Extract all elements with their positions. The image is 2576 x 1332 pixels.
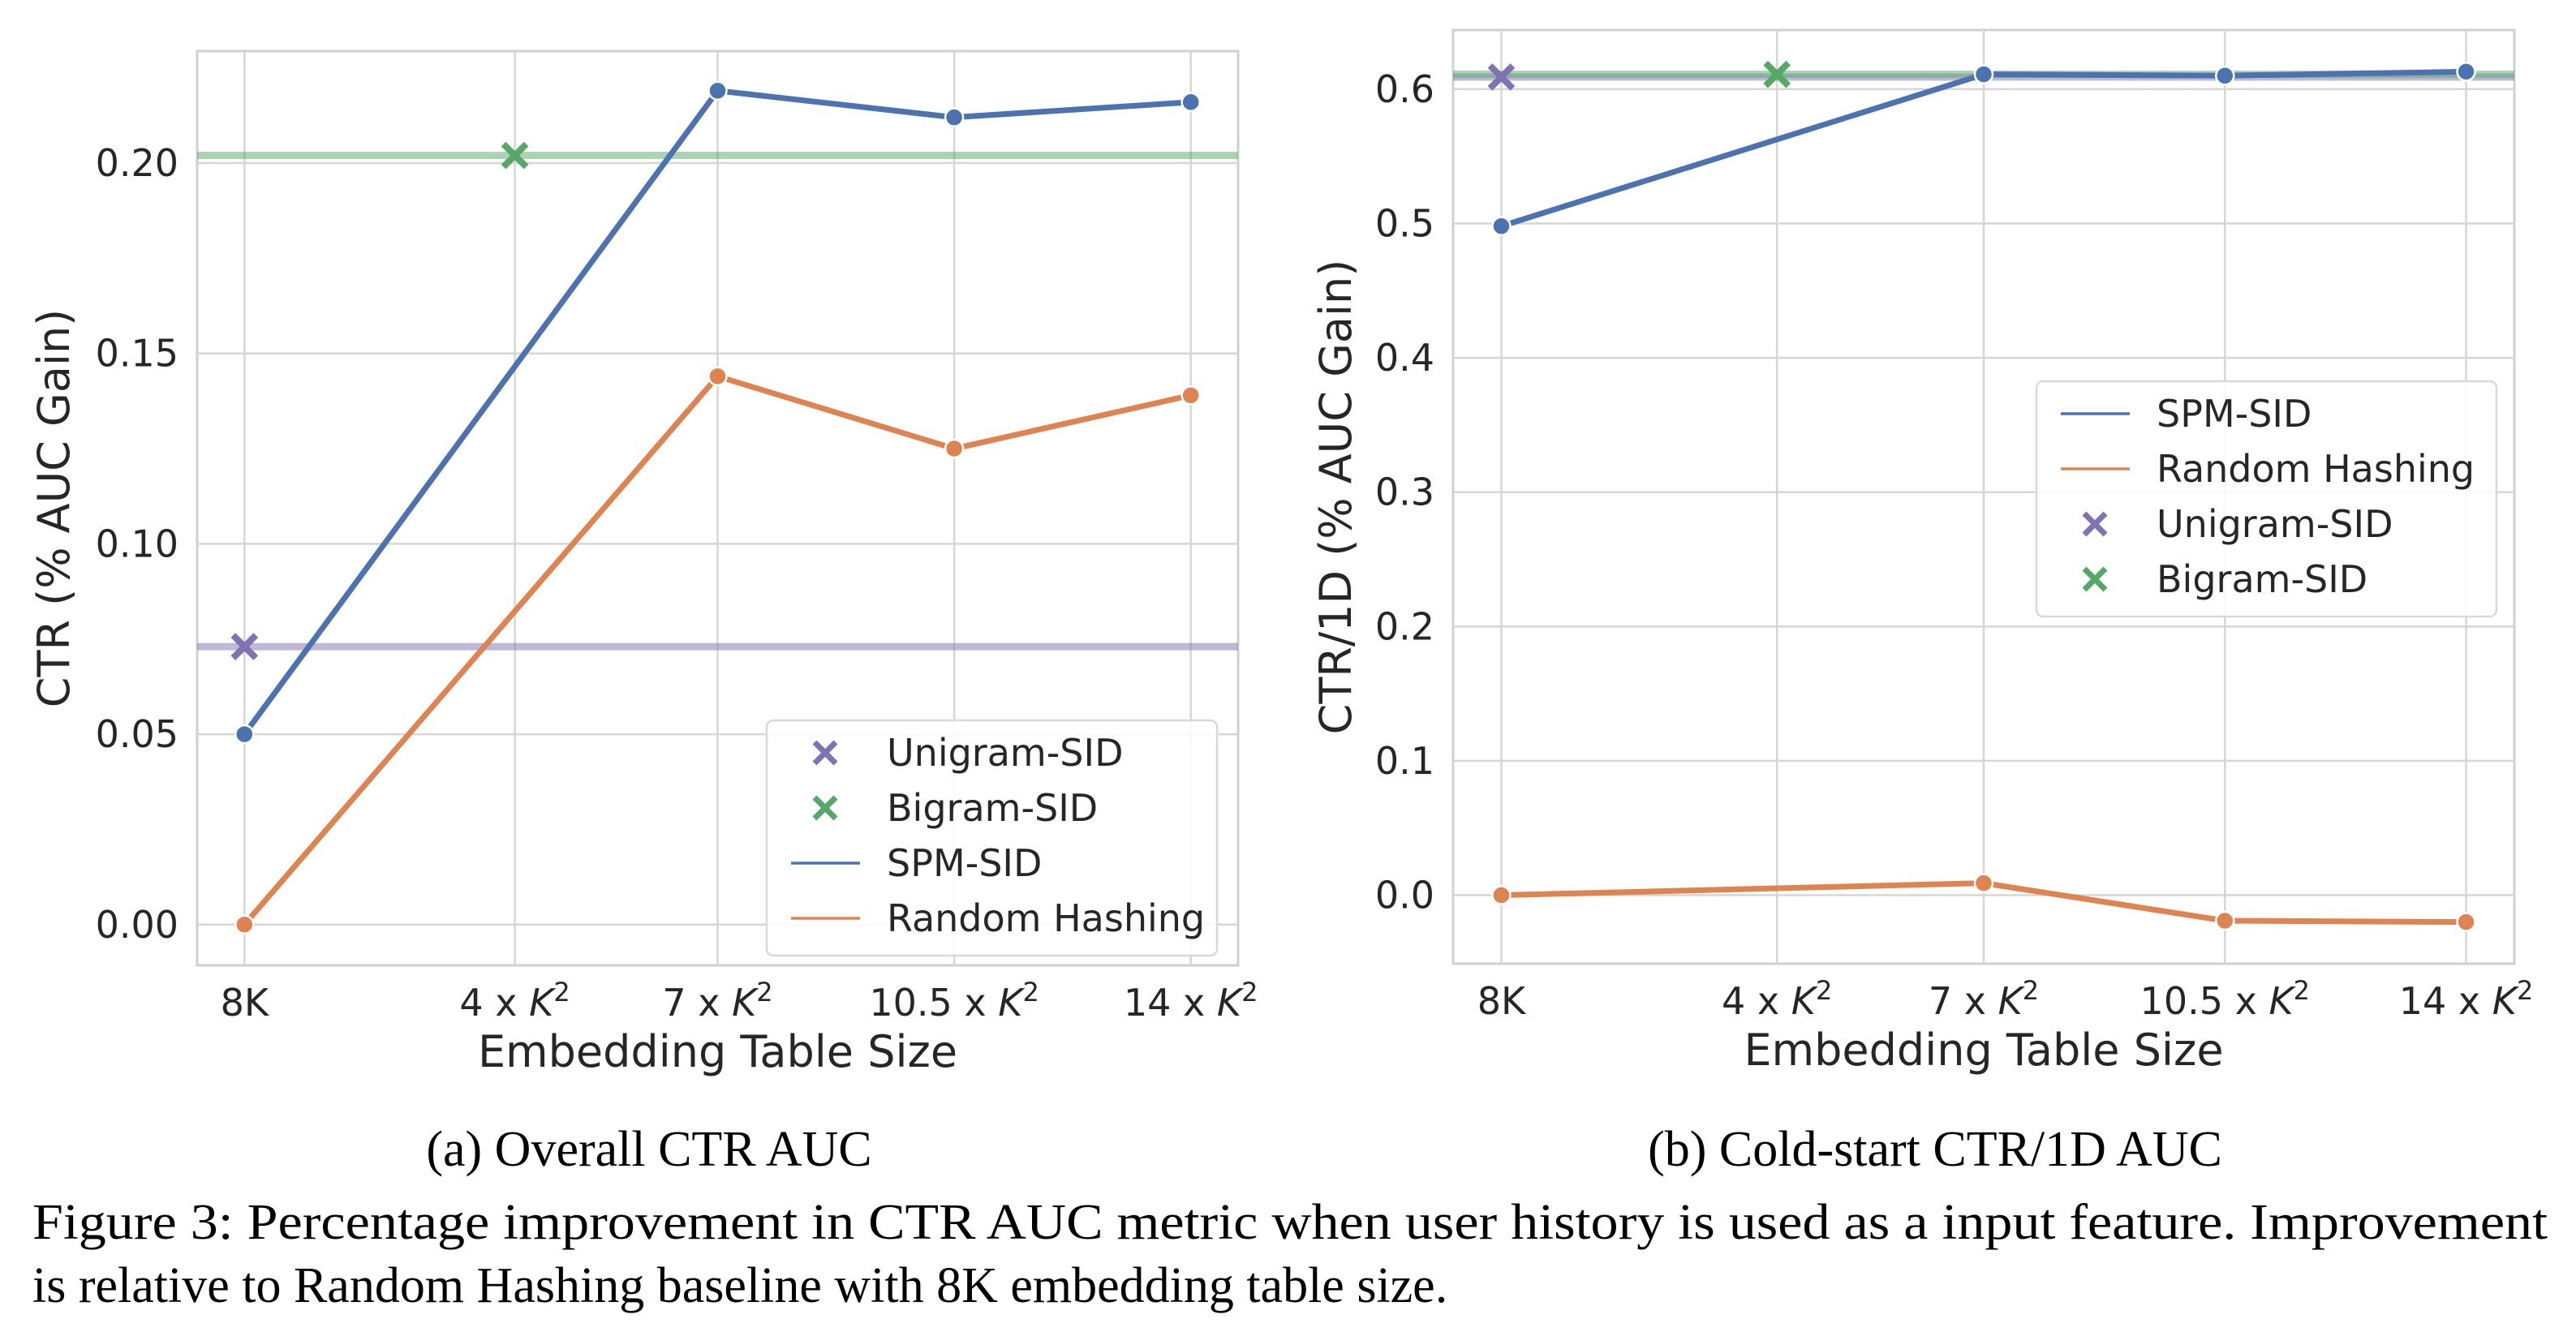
x-tick-label: 10.5 x K2 [2140, 975, 2310, 1023]
legend-x-marker-swatch [812, 740, 838, 766]
legend-item: Bigram-SID [812, 786, 1098, 830]
chart-panel-a: 0.00 0.05 0.10 0.15 0.20 8K 4 x K2 7 x K2 10.5 x… [28, 49, 1258, 1077]
legend-item: Unigram-SID [2082, 502, 2393, 546]
data-point [2456, 62, 2476, 82]
data-point [944, 107, 965, 127]
legend-x-marker-swatch [2082, 511, 2108, 537]
data-point [707, 80, 728, 101]
legend-item: SPM-SID [2061, 392, 2312, 436]
legend-box [2035, 380, 2498, 618]
caption-b: (b) Cold-start CTR/1D AUC [1648, 1122, 2222, 1177]
legend-label: Bigram-SID [2157, 557, 2367, 601]
y-tick-label: 0.3 [1375, 470, 1434, 514]
legend-item: Bigram-SID [2082, 557, 2367, 601]
legend-label: SPM-SID [887, 841, 1042, 885]
legend-label: Random Hashing [2157, 447, 2475, 491]
legend: SPM-SID Random Hashing Unigram-SID Bigram-S… [2035, 380, 2498, 618]
data-point [1180, 92, 1201, 113]
series-line-spm-sid [242, 88, 1191, 737]
x-tick-label: 4 x K2 [459, 977, 570, 1025]
figure-caption-line-2: is relative to Random Hashing baseline w… [32, 1258, 1447, 1313]
data-point [1973, 873, 1994, 893]
series-line-random-hashing [1501, 880, 2466, 926]
data-point [1491, 216, 1512, 237]
figure-caption-line-1: Figure 3: Percentage improvement in CTR … [32, 1195, 2548, 1250]
x-marker-unigram-sid [230, 633, 259, 660]
legend-box [765, 719, 1219, 957]
x-tick-label: 14 x K2 [1124, 977, 1258, 1025]
legend-item: Unigram-SID [812, 731, 1124, 775]
series-line-random-hashing [242, 373, 1192, 927]
x-tick-label: 8K [1477, 979, 1527, 1023]
x-axis-label: Embedding Table Size [1744, 1025, 2223, 1076]
legend-x-marker-swatch [812, 795, 838, 821]
data-point [234, 724, 255, 745]
y-tick-label: 0.10 [96, 522, 178, 565]
data-point [1973, 64, 1994, 84]
y-tick-label: 0.5 [1375, 201, 1434, 245]
x-tick-label: 10.5 x K2 [869, 977, 1039, 1025]
y-axis-label: CTR (% AUC Gain) [28, 309, 80, 707]
y-tick-label: 0.2 [1375, 604, 1434, 648]
legend-item: Random Hashing [2061, 447, 2475, 491]
data-point [2456, 912, 2476, 932]
y-tick-label: 0.20 [96, 141, 178, 185]
y-tick-label: 0.4 [1375, 336, 1434, 380]
legend-item: SPM-SID [791, 841, 1042, 885]
legend-label: Bigram-SID [887, 786, 1098, 830]
y-tick-label: 0.00 [96, 903, 178, 947]
data-point [1491, 885, 1512, 905]
data-point [1180, 385, 1201, 406]
legend-label: SPM-SID [2157, 392, 2312, 436]
x-tick-label: 7 x K2 [1929, 975, 2039, 1023]
caption-a: (a) Overall CTR AUC [426, 1122, 871, 1177]
x-tick-label: 14 x K2 [2399, 975, 2534, 1023]
y-tick-label: 0.05 [96, 712, 178, 756]
chart-panel-b: 0.0 0.1 0.2 0.3 0.4 0.5 0.6 8K 4 x K2 7 x K2 10.5 … [1310, 28, 2534, 1076]
series-line-spm-sid [1500, 68, 2466, 230]
legend-label: Unigram-SID [887, 731, 1124, 775]
x-tick-label: 8K [221, 981, 270, 1025]
legend-x-marker-swatch [2082, 566, 2108, 592]
data-point [944, 438, 965, 459]
data-point [234, 914, 255, 935]
legend-label: Random Hashing [887, 896, 1205, 940]
data-point [2215, 66, 2235, 86]
x-marker-bigram-sid [1763, 60, 1791, 88]
x-marker-unigram-sid [1487, 63, 1516, 91]
x-marker-bigram-sid [501, 141, 529, 170]
x-axis-label: Embedding Table Size [478, 1026, 957, 1077]
data-point [2215, 910, 2235, 931]
legend-label: Unigram-SID [2157, 502, 2393, 546]
y-tick-label: 0.0 [1375, 874, 1434, 917]
legend: Unigram-SID Bigram-SID SPM-SID Random Hashi… [765, 719, 1219, 957]
y-axis-label: CTR/1D (% AUC Gain) [1310, 260, 1361, 735]
y-tick-label: 0.1 [1375, 739, 1434, 783]
y-tick-label: 0.6 [1375, 67, 1434, 111]
y-tick-label: 0.15 [96, 332, 178, 376]
x-tick-label: 4 x K2 [1722, 975, 1832, 1023]
data-point [707, 366, 728, 387]
legend-item: Random Hashing [791, 896, 1205, 940]
x-tick-label: 7 x K2 [662, 977, 772, 1025]
